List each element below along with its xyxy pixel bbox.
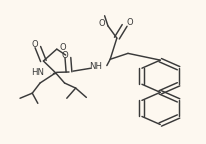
Text: O: O bbox=[126, 18, 132, 27]
Text: O: O bbox=[61, 51, 68, 60]
Text: O: O bbox=[31, 40, 38, 49]
Text: NH: NH bbox=[89, 62, 102, 71]
Text: O: O bbox=[59, 43, 66, 52]
Text: O: O bbox=[98, 19, 104, 28]
Text: HN: HN bbox=[30, 68, 43, 77]
